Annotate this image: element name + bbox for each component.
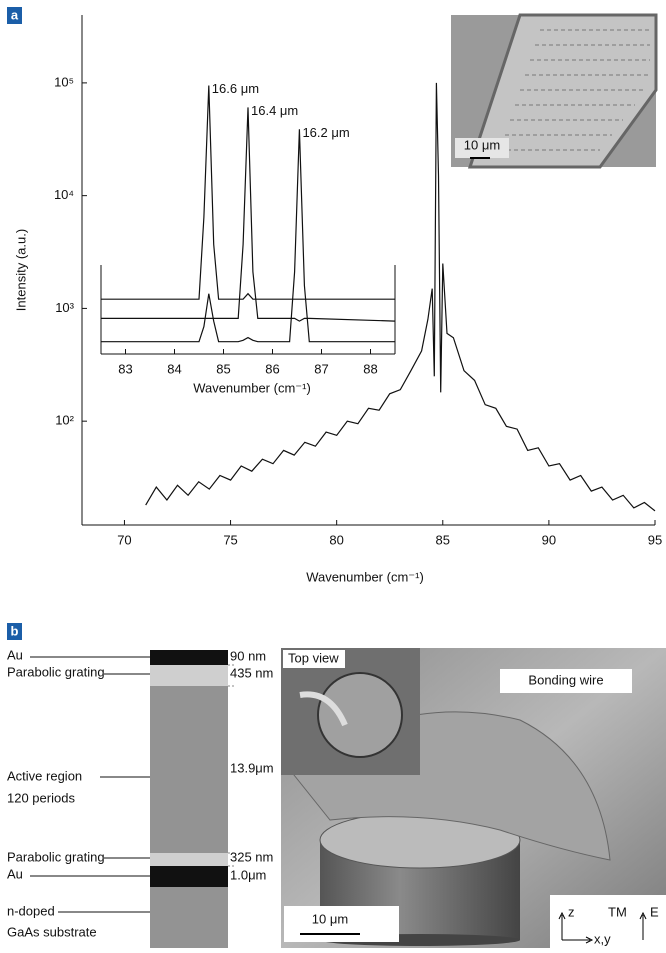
- label-box: [284, 906, 399, 942]
- panel-label: b: [11, 623, 19, 638]
- thickness-label: 1.0μm: [230, 867, 266, 882]
- label-box: [500, 669, 632, 693]
- layer-label: Au: [7, 866, 23, 881]
- y-tick-label: 10³: [55, 300, 74, 315]
- sem-grating: [500, 29, 650, 151]
- sem-photo: Top view Bonding wire 10 μm z x,y TM E: [281, 648, 666, 948]
- layer-label: Au: [7, 647, 23, 662]
- series-label: 16.2 μm: [302, 125, 349, 140]
- thickness-label: 13.9μm: [230, 760, 274, 775]
- top-view-disk: [317, 672, 403, 758]
- layer-au: [150, 866, 228, 887]
- thickness-label: 90 nm: [230, 648, 266, 663]
- layer-label: Active region: [7, 768, 82, 783]
- x-tick-label: 84: [167, 361, 181, 376]
- top-view-wire: [299, 691, 348, 727]
- x-tick-label: 87: [314, 361, 328, 376]
- y-tick-label: 10²: [55, 413, 74, 428]
- layer-label: n-doped: [7, 903, 55, 918]
- x-tick-label: 95: [648, 532, 662, 547]
- x-axis-title: Wavenumber (cm⁻¹): [306, 569, 424, 584]
- line-series: [101, 107, 396, 322]
- line-series: [101, 129, 395, 343]
- thickness-label: 435 nm: [230, 665, 273, 680]
- layer-substrate: [150, 887, 228, 948]
- panel-label-box: [7, 623, 22, 640]
- y-tick-label: 10⁵: [54, 74, 74, 89]
- x-tick-label: 90: [542, 532, 556, 547]
- x-tick-label: 85: [436, 532, 450, 547]
- series-label: 16.6 μm: [212, 81, 259, 96]
- x-tick-label: 85: [216, 361, 230, 376]
- thickness-brackets: [228, 664, 234, 867]
- layer-active: [150, 686, 228, 853]
- layer-grating: [150, 665, 228, 686]
- layer-label: 120 periods: [7, 790, 75, 805]
- layer-grating: [150, 853, 228, 866]
- x-tick-label: 88: [363, 361, 377, 376]
- line-series: [101, 85, 395, 300]
- label-box: [283, 650, 345, 668]
- scale-box: [455, 138, 509, 158]
- sem-inset-a: 10 μm: [451, 13, 658, 169]
- series-label: 16.4 μm: [251, 103, 298, 118]
- panel-label: a: [11, 7, 19, 22]
- mode-label: TM: [608, 904, 627, 919]
- axis-label: z: [568, 904, 575, 919]
- label-box: [550, 895, 666, 948]
- line-series: [145, 82, 656, 512]
- layer-label: Parabolic grating: [7, 664, 105, 679]
- photo-label: Top view: [288, 650, 339, 665]
- layer-label: GaAs substrate: [7, 924, 97, 939]
- layer-diagram: Au Parabolic grating Active region 120 p…: [7, 647, 274, 948]
- inset-x-axis-title: Wavenumber (cm⁻¹): [193, 380, 311, 395]
- x-tick-label: 86: [265, 361, 279, 376]
- field-label: E: [650, 904, 659, 919]
- panel-label-box: [7, 7, 22, 24]
- sem-device: [467, 13, 658, 169]
- layer-label: Parabolic grating: [7, 849, 105, 864]
- axis-label: x,y: [594, 931, 611, 946]
- scale-label: 10 μm: [312, 911, 348, 926]
- photo-label: Bonding wire: [528, 672, 603, 687]
- x-tick-label: 70: [117, 532, 131, 547]
- scale-label: 10 μm: [464, 137, 500, 152]
- leader-lines: [30, 656, 150, 913]
- y-axis-title: Intensity (a.u.): [13, 229, 28, 311]
- axes-arrows: [558, 911, 647, 944]
- x-tick-label: 80: [329, 532, 343, 547]
- x-tick-label: 75: [223, 532, 237, 547]
- x-tick-label: 83: [118, 361, 132, 376]
- layer-au: [150, 650, 228, 665]
- y-tick-label: 10⁴: [54, 187, 74, 202]
- thickness-label: 325 nm: [230, 849, 273, 864]
